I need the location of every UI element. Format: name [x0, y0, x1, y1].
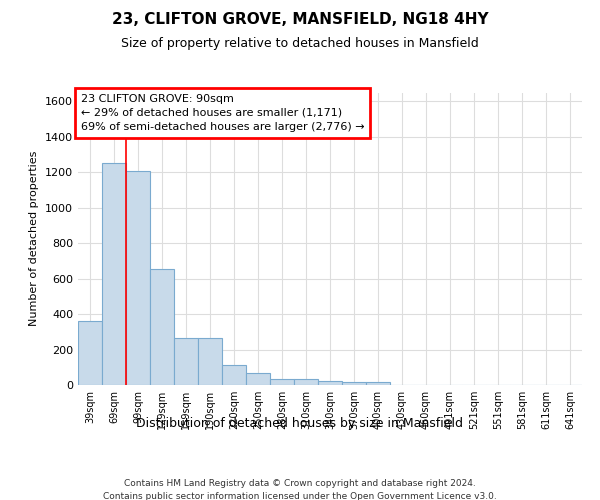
Bar: [174, 338, 198, 385]
Bar: [126, 170, 150, 385]
Y-axis label: Number of detached properties: Number of detached properties: [29, 151, 40, 326]
Bar: [222, 365, 246, 385]
Bar: [246, 374, 270, 385]
Bar: [342, 382, 366, 385]
Text: Distribution of detached houses by size in Mansfield: Distribution of detached houses by size …: [137, 418, 464, 430]
Text: 23 CLIFTON GROVE: 90sqm
← 29% of detached houses are smaller (1,171)
69% of semi: 23 CLIFTON GROVE: 90sqm ← 29% of detache…: [80, 94, 364, 132]
Bar: [366, 382, 390, 385]
Bar: [198, 338, 222, 385]
Bar: [78, 321, 102, 385]
Bar: [270, 379, 294, 385]
Bar: [102, 163, 126, 385]
Text: Contains HM Land Registry data © Crown copyright and database right 2024.
Contai: Contains HM Land Registry data © Crown c…: [103, 479, 497, 500]
Bar: [150, 269, 174, 385]
Bar: [318, 382, 342, 385]
Bar: [294, 379, 318, 385]
Text: Size of property relative to detached houses in Mansfield: Size of property relative to detached ho…: [121, 36, 479, 50]
Text: 23, CLIFTON GROVE, MANSFIELD, NG18 4HY: 23, CLIFTON GROVE, MANSFIELD, NG18 4HY: [112, 12, 488, 28]
